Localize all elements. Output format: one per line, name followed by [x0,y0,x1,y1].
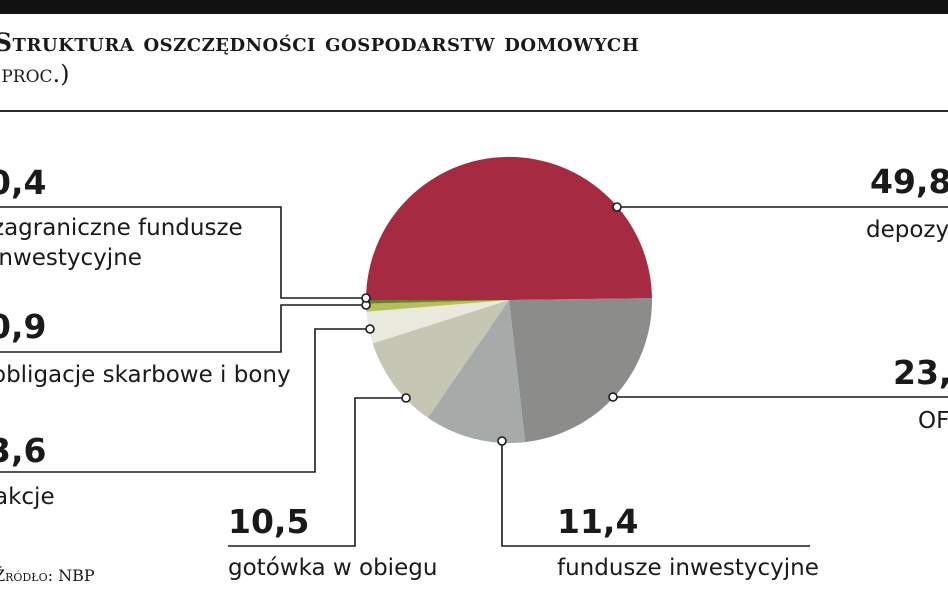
value-label-zagraniczne-fundusze-inwestycyjne: 0,4 [0,163,46,202]
category-label-fundusze-inwestycyjne: fundusze inwestycyjne [557,555,819,581]
category-label-ofe: OFE [918,408,948,434]
leader-dot-depozyty [612,202,622,212]
chart-subtitle: (proc.) [0,60,70,88]
leader-line-akcje [0,328,370,473]
value-label-ofe: 23,4 [893,353,948,392]
leader-dot-fundusze-inwestycyjne [497,436,507,446]
category-label-akcje: akcje [0,484,55,510]
pie-slice-akcje [366,300,509,344]
title-rule [0,110,948,112]
leader-dot-gotowka-w-obiegu [401,393,411,403]
leader-dot-zagraniczne-fundusze-inwestycyjne [361,293,371,303]
category-label-depozyty: depozyty [866,217,948,243]
top-bar [0,0,948,14]
leader-line-obligacje-skarbowe-i-bony [0,304,366,353]
source-note: Źródło: NBP [0,566,95,585]
value-label-akcje: 3,6 [0,431,46,470]
chart-title: Struktura oszczędności gospodarstw domow… [0,28,640,57]
pie-slices [365,156,653,444]
pie-slice-ofe [509,298,653,443]
pie-slice-gotowka-w-obiegu [372,300,509,418]
leader-line-fundusze-inwestycyjne [501,441,810,547]
pie-slice-obligacje-skarbowe-i-bony [366,300,509,312]
value-label-fundusze-inwestycyjne: 11,4 [557,502,638,541]
value-label-depozyty: 49,8 [870,162,948,201]
value-label-obligacje-skarbowe-i-bony: 0,9 [0,307,46,346]
category-label-zagraniczne-fundusze-inwestycyjne: zagraniczne fundusze inwestycyjne [0,215,243,271]
pie-slice-zagraniczne-fundusze-inwestycyjne [366,300,509,304]
leader-line-zagraniczne-fundusze-inwestycyjne [0,206,366,299]
category-label-obligacje-skarbowe-i-bony: obligacje skarbowe i bony [0,362,291,388]
category-label-gotowka-w-obiegu: gotówka w obiegu [228,555,437,581]
leader-dot-akcje [365,324,375,334]
pie-slice-fundusze-inwestycyjne [427,300,526,444]
slice-labels: 49,8 depozyty 23,4 OFE 11,4 fundusze inwestyc… [0,162,948,581]
pie-slice-depozyty [365,156,652,300]
leader-lines [0,202,948,547]
leader-line-gotowka-w-obiegu [228,397,406,547]
leader-dot-ofe [608,392,618,402]
value-label-gotowka-w-obiegu: 10,5 [228,502,309,541]
